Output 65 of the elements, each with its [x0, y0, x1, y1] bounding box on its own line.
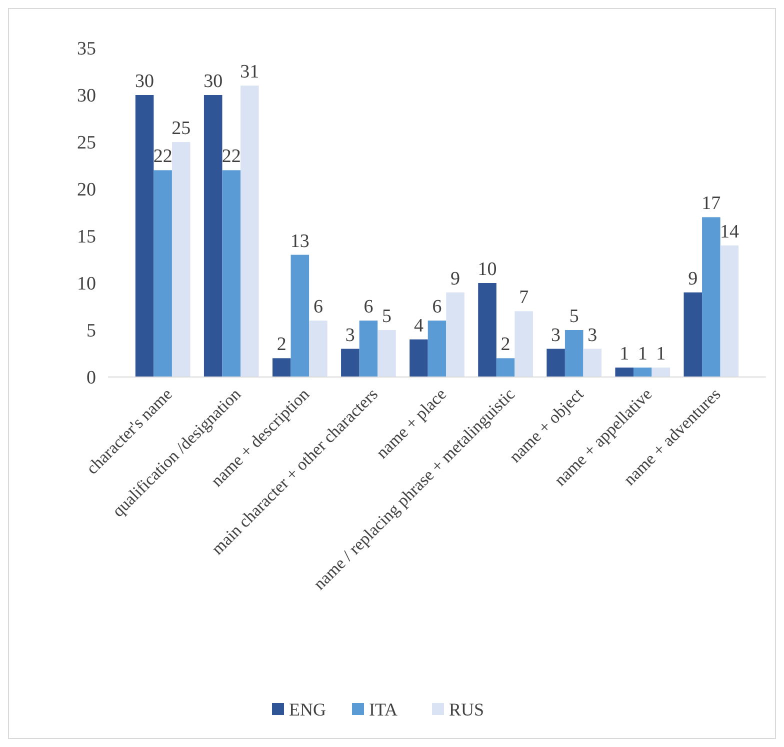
data-label: 2 — [500, 334, 510, 356]
data-label: 2 — [276, 334, 286, 356]
bar — [583, 348, 602, 377]
bar — [204, 95, 222, 377]
bar — [564, 330, 584, 377]
data-label: 6 — [364, 296, 374, 318]
data-label: 1 — [656, 344, 666, 365]
data-label: 9 — [450, 268, 460, 290]
y-tick-label: 30 — [77, 86, 96, 107]
y-tick-label: 5 — [86, 320, 96, 342]
data-label: 30 — [204, 71, 223, 92]
bar — [290, 254, 310, 377]
data-label: 13 — [290, 230, 310, 252]
bar — [428, 320, 446, 377]
y-tick-label: 25 — [77, 132, 96, 154]
bar — [446, 292, 464, 377]
bar — [615, 368, 634, 377]
data-label: 17 — [702, 193, 721, 214]
y-tick-label: 10 — [77, 274, 96, 295]
bar — [702, 217, 720, 377]
data-label: 14 — [720, 221, 740, 242]
data-label: 25 — [172, 118, 191, 139]
bar — [135, 95, 154, 377]
data-label: 1 — [638, 344, 648, 365]
data-label: 4 — [414, 315, 424, 336]
bar — [478, 283, 496, 377]
bar — [652, 368, 670, 377]
legend-label: RUS — [449, 699, 484, 720]
bar — [341, 348, 360, 377]
bar — [240, 86, 259, 377]
bar — [172, 142, 190, 377]
y-tick-label: 20 — [77, 180, 96, 201]
bar — [309, 320, 328, 377]
data-label: 3 — [551, 324, 561, 346]
data-label: 5 — [382, 306, 392, 327]
bar — [222, 170, 241, 377]
bar — [684, 292, 702, 377]
y-tick-label: 15 — [77, 226, 96, 248]
data-label: 7 — [519, 287, 529, 308]
data-label: 9 — [688, 268, 698, 290]
y-tick-label: 0 — [86, 368, 96, 389]
bar — [633, 368, 652, 377]
bar — [154, 170, 172, 377]
legend-label: ITA — [369, 699, 398, 720]
bar — [272, 358, 291, 377]
data-label: 6 — [313, 296, 323, 318]
bar — [514, 311, 533, 377]
bar — [410, 339, 428, 377]
data-label: 22 — [222, 146, 241, 168]
bar — [496, 358, 515, 377]
data-label: 1 — [620, 344, 630, 365]
bar — [359, 320, 378, 377]
data-label: 30 — [135, 71, 154, 92]
data-label: 3 — [345, 324, 355, 346]
data-label: 5 — [569, 306, 579, 327]
data-label: 10 — [478, 259, 497, 280]
data-label: 3 — [588, 324, 598, 346]
data-label: 22 — [153, 146, 172, 168]
y-tick-label: 35 — [77, 38, 96, 60]
legend-label: ENG — [289, 699, 326, 720]
data-label: 6 — [432, 296, 442, 318]
data-label: 31 — [240, 62, 260, 83]
bar — [546, 348, 565, 377]
bar — [378, 330, 396, 377]
bar — [720, 245, 739, 377]
